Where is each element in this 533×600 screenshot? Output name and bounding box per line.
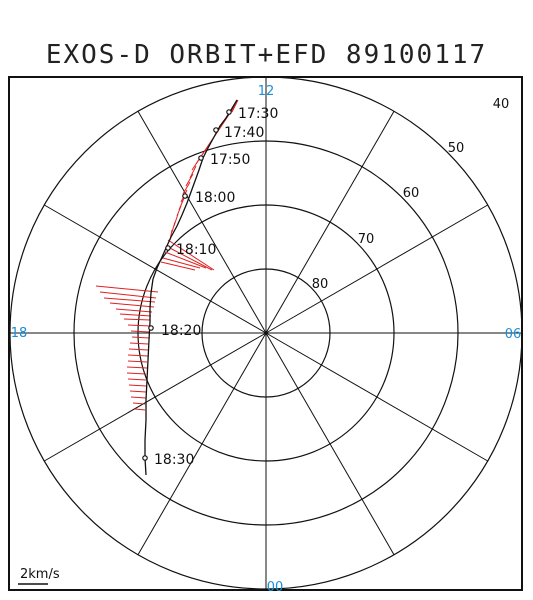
efd-vector [127,324,151,327]
mlt-label-bottom: 00 [267,580,284,595]
efd-vector [130,330,151,333]
orbit-time-label: 18:10 [176,242,216,258]
orbit-time-marker [165,245,171,251]
efd-vector [99,291,157,299]
orbit-track: 17:30 17:40 17:50 18:00 18:10 18:20 18:30 [142,99,278,476]
efd-vector [103,297,156,303]
efd-vector [126,372,147,375]
latitude-label: 80 [312,277,329,292]
efd-vector [128,348,149,351]
efd-vector [95,285,159,293]
efd-vector [129,390,147,393]
plot-title: EXOS-D ORBIT+EFD 89100117 [45,40,488,70]
efd-vector [123,318,151,321]
efd-vector [128,384,147,387]
efd-vector [162,257,201,269]
efd-vector [134,408,146,411]
mlt-spoke [137,111,267,334]
orbit-time-label: 18:00 [195,190,235,206]
orbit-time-label: 18:30 [154,452,194,468]
efd-vector [127,354,149,357]
efd-vector [132,402,146,405]
orbit-time-marker [198,155,204,161]
mlt-spoke [265,204,488,334]
efd-vector [109,302,155,308]
latitude-label: 60 [403,186,420,201]
orbit-time-marker [182,193,188,199]
efd-vector [189,165,197,179]
mlt-spoke [137,332,267,555]
efd-vector [167,239,215,271]
orbit-time-marker [226,109,232,115]
efd-vectors [95,99,239,411]
efd-vector [119,313,152,317]
latitude-label: 50 [448,141,465,156]
mlt-label-left: 18 [11,326,28,341]
orbit-time-label: 18:20 [161,323,201,339]
scale-label: 2km/s [20,567,60,582]
mlt-spoke [44,204,267,334]
latitude-label: 70 [358,232,375,247]
efd-vector [191,157,201,171]
latitude-grid [9,76,523,590]
orbit-time-marker [142,455,148,461]
efd-vector [131,336,150,339]
orbit-time-marker [148,325,154,331]
efd-vector [164,251,207,269]
orbit-time-label: 17:30 [238,106,278,122]
efd-vector [127,360,148,363]
scale-bar: 2km/s [18,567,60,585]
labels: 12 06 00 18 40 50 60 70 80 [11,84,522,595]
mlt-spoke [265,332,395,555]
efd-vector [115,308,153,313]
mlt-label-right: 06 [505,327,522,342]
efd-vector [160,261,196,271]
mlt-label-top: 12 [258,84,275,99]
mlt-spoke [265,111,395,334]
efd-vector [127,378,147,381]
efd-vector [171,221,176,233]
efd-vector [129,342,149,345]
mlt-spoke [265,332,488,462]
efd-vector [185,173,194,187]
mlt-spoke [44,332,267,462]
orbit-time-label: 17:50 [210,152,250,168]
latitude-label: 40 [493,97,510,112]
orbit-time-label: 17:40 [224,125,264,141]
efd-vector [126,366,148,369]
efd-vector [165,245,213,271]
orbit-time-marker [213,127,219,133]
efd-vector [182,181,191,195]
efd-vector [130,396,147,399]
